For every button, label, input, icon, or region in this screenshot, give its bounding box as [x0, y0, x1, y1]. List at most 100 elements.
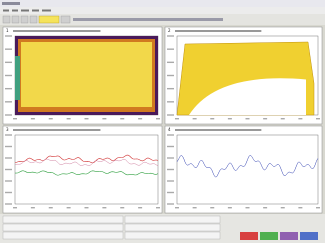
status-table [3, 216, 220, 239]
axis-tick-block [5, 114, 12, 115]
axis-tick-block [167, 75, 174, 76]
axis-tick-block [102, 118, 106, 119]
status-cell [3, 216, 123, 223]
swatch [260, 232, 278, 240]
status-cell [3, 232, 123, 239]
axis-tick-block [175, 118, 179, 119]
status-cell [125, 216, 220, 223]
plot-panel: 3 [3, 126, 162, 213]
axis-tick-block [5, 169, 12, 170]
axis-tick-block [281, 207, 285, 208]
axis-tick-block [193, 118, 197, 119]
axis-tick-block [67, 207, 71, 208]
axis-tick-block [263, 207, 267, 208]
app-window: 1234 [0, 0, 325, 243]
axis-tick-block [5, 157, 12, 158]
axis-tick-block [5, 48, 12, 49]
axis-tick-block [156, 118, 160, 119]
axis-tick-block [167, 48, 174, 49]
axis-tick-block [167, 101, 174, 102]
axis-tick-block [5, 134, 12, 135]
panel-title-block [13, 129, 100, 131]
axis-tick-block [167, 62, 174, 63]
axis-tick-block [5, 101, 12, 102]
axis-tick-block [156, 207, 160, 208]
tool-button[interactable] [3, 16, 10, 23]
tool-field[interactable] [39, 16, 59, 23]
axis-tick-block [210, 118, 214, 119]
menu-item[interactable] [21, 10, 29, 12]
axis-tick-block [246, 118, 250, 119]
axis-tick-block [246, 207, 250, 208]
axis-tick-block [31, 118, 35, 119]
swatch [280, 232, 298, 240]
axis-tick-block [167, 169, 174, 170]
panel-title-block [175, 30, 261, 32]
page: 1234 (() => { const data = JSON.parse(do… [0, 0, 325, 243]
status-cell [125, 232, 220, 239]
axis-tick-block [49, 118, 53, 119]
axis-tick-block [67, 118, 71, 119]
axis-tick-block [298, 118, 302, 119]
axis-tick-block [138, 118, 142, 119]
heatmap-core [21, 42, 152, 107]
axis-tick-block [167, 180, 174, 181]
axis-tick-block [138, 207, 142, 208]
axis-tick-block [298, 207, 302, 208]
axis-tick-block [228, 207, 232, 208]
swatch [240, 232, 258, 240]
axis-tick-block [167, 157, 174, 158]
axis-tick-block [167, 35, 174, 36]
menu-item[interactable] [42, 10, 51, 12]
tool-button[interactable] [21, 16, 28, 23]
axis-tick-block [228, 118, 232, 119]
axis-tick-block [120, 207, 124, 208]
title-text-block [2, 2, 20, 5]
axis-tick-block [167, 203, 174, 204]
axis-tick-block [210, 207, 214, 208]
plot-panel: 2 [165, 27, 322, 124]
axis-tick-block [5, 180, 12, 181]
plot-area [177, 135, 318, 204]
axis-tick-block [120, 118, 124, 119]
swatch [300, 232, 318, 240]
axis-tick-block [281, 118, 285, 119]
axis-tick-block [5, 62, 12, 63]
axis-tick-block [263, 118, 267, 119]
menu-item[interactable] [3, 10, 9, 12]
axis-tick-block [167, 88, 174, 89]
plot-panel: 1 [3, 27, 162, 124]
axis-tick-block [167, 114, 174, 115]
panel-title-block [175, 129, 261, 131]
axis-tick-block [316, 118, 320, 119]
axis-tick-block [167, 134, 174, 135]
axis-tick-block [13, 207, 17, 208]
plot-area [15, 135, 158, 204]
status-cell [3, 224, 123, 231]
axis-tick-block [31, 207, 35, 208]
heatmap-left-band [15, 56, 20, 100]
axis-tick-block [5, 75, 12, 76]
axis-tick-block [5, 35, 12, 36]
menu-item[interactable] [12, 10, 18, 12]
axis-tick-block [193, 207, 197, 208]
menu-item[interactable] [32, 10, 39, 12]
panel-title-block [13, 30, 100, 32]
tool-button[interactable] [12, 16, 19, 23]
axis-tick-block [13, 118, 17, 119]
tool-button[interactable] [61, 16, 70, 23]
axis-tick-block [85, 207, 89, 208]
axis-tick-block [167, 192, 174, 193]
axis-tick-block [5, 88, 12, 89]
axis-tick-block [102, 207, 106, 208]
axis-tick-block [5, 146, 12, 147]
axis-tick-block [49, 207, 53, 208]
title-bar [0, 0, 325, 7]
axis-tick-block [5, 203, 12, 204]
axis-tick-block [316, 207, 320, 208]
plot-panel: 4 [165, 126, 322, 213]
tool-button[interactable] [30, 16, 37, 23]
axis-tick-block [175, 207, 179, 208]
axis-tick-block [5, 192, 12, 193]
axis-tick-block [85, 118, 89, 119]
